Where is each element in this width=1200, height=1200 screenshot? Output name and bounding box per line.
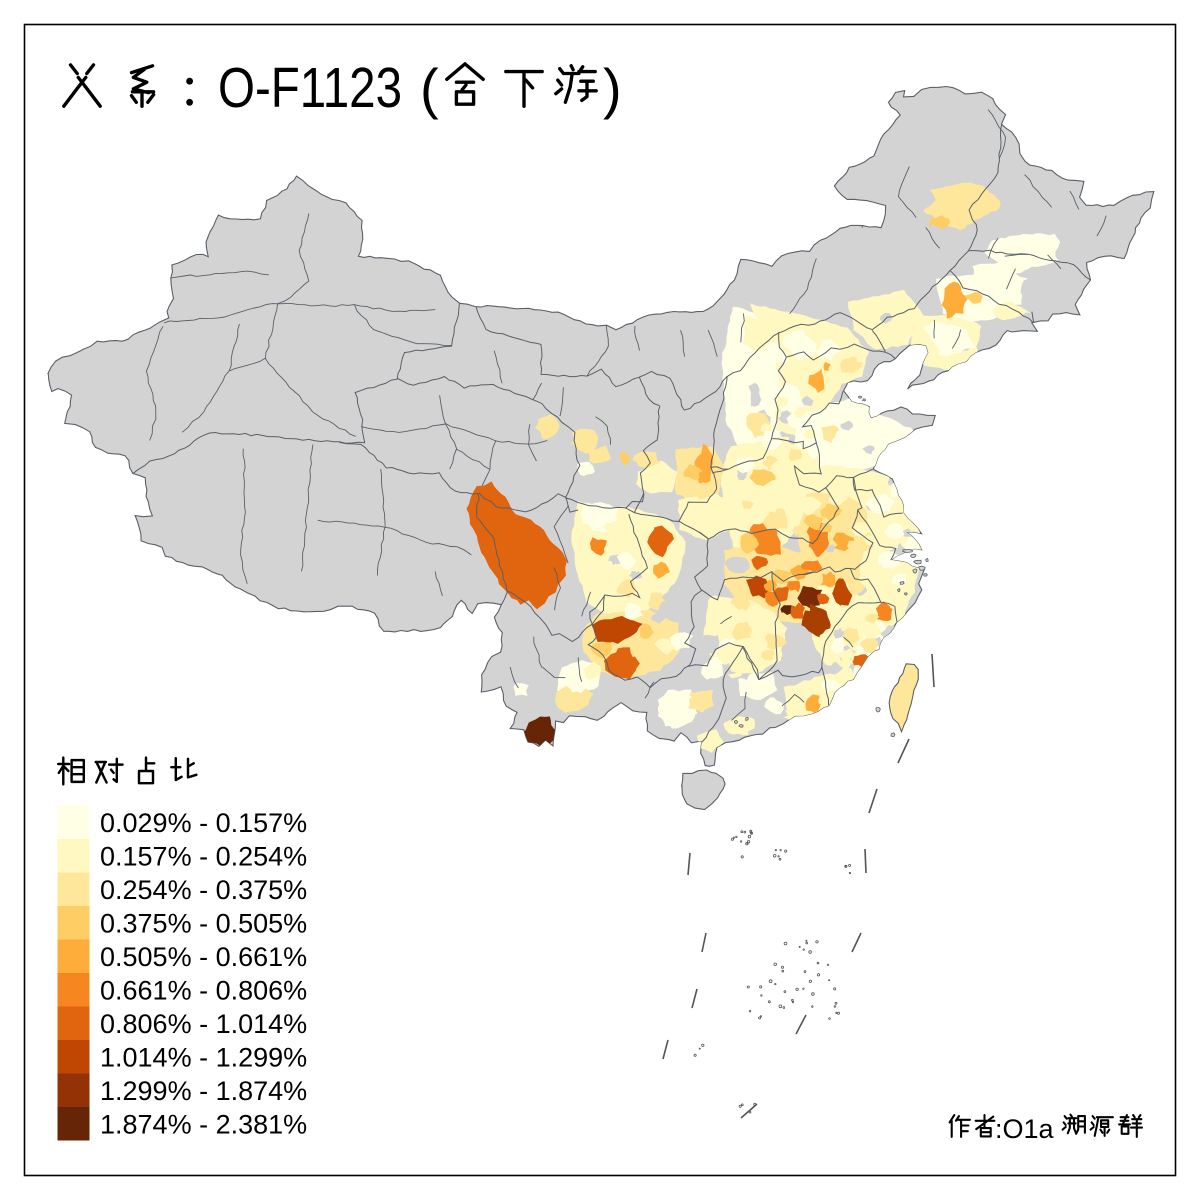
svg-text:0.505% - 0.661%: 0.505% - 0.661% [100,942,307,972]
svg-text:1.014% - 1.299%: 1.014% - 1.299% [100,1043,307,1073]
svg-text:0.375% - 0.505%: 0.375% - 0.505% [100,909,307,939]
svg-text:(: ( [420,57,439,120]
svg-text:O-F1123: O-F1123 [218,56,402,120]
svg-text:1.299% - 1.874%: 1.299% - 1.874% [100,1076,307,1106]
svg-text:0.806% - 1.014%: 0.806% - 1.014% [100,1009,307,1039]
svg-text:0.254% - 0.375%: 0.254% - 0.375% [100,875,307,905]
svg-text::O1a: :O1a [995,1114,1055,1144]
svg-text:0.157% - 0.254%: 0.157% - 0.254% [100,842,307,872]
svg-text:0.661% - 0.806%: 0.661% - 0.806% [100,976,307,1006]
svg-text:): ) [603,57,622,120]
svg-text:1.874% - 2.381%: 1.874% - 2.381% [100,1110,307,1140]
svg-text:0.029% - 0.157%: 0.029% - 0.157% [100,808,307,838]
